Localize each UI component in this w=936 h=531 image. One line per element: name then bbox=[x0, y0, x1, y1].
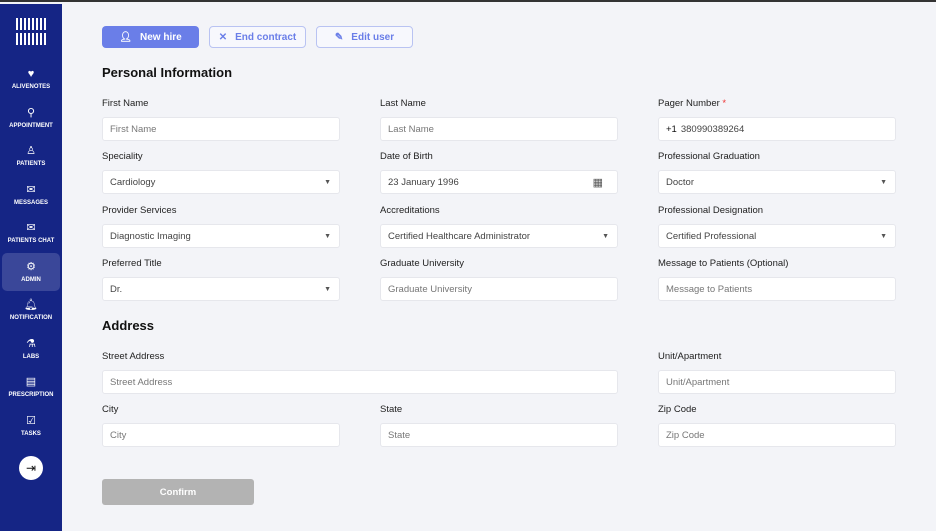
unit-label: Unit/Apartment bbox=[658, 351, 722, 362]
zip-input[interactable]: Zip Code bbox=[658, 423, 896, 447]
graduation-label: Professional Graduation bbox=[658, 151, 760, 162]
sidebar-item-appointment[interactable]: ⚲ APPOINTMENT bbox=[2, 99, 60, 137]
designation-select[interactable]: Certified Professional ▼ bbox=[658, 224, 896, 248]
sidebar-item-label: LABS bbox=[22, 353, 40, 360]
chevron-down-icon: ▼ bbox=[880, 232, 887, 240]
speciality-select[interactable]: Cardiology ▼ bbox=[102, 170, 340, 194]
sidebar-item-label: ADMIN bbox=[21, 276, 41, 283]
logout-button[interactable]: ⇥ bbox=[19, 456, 43, 480]
university-input[interactable]: Graduate University bbox=[380, 277, 618, 301]
chevron-down-icon: ▼ bbox=[602, 232, 609, 240]
city-input[interactable]: City bbox=[102, 423, 340, 447]
unit-input[interactable]: Unit/Apartment bbox=[658, 370, 896, 394]
speciality-label: Speciality bbox=[102, 151, 143, 162]
chevron-down-icon: ▼ bbox=[324, 285, 331, 293]
user-search-icon: 👤︎ bbox=[119, 31, 132, 43]
end-contract-label: End contract bbox=[235, 31, 297, 43]
sidebar-item-prescription[interactable]: ▤ PRESCRIPTION bbox=[2, 368, 60, 406]
sidebar-item-patients-chat[interactable]: ✉ PATIENTS CHAT bbox=[2, 214, 60, 252]
pager-number-input[interactable]: +1 380990389264 bbox=[658, 117, 896, 141]
sidebar-item-notification[interactable]: 🔔︎ NOTIFICATION bbox=[2, 291, 60, 329]
sidebar: ♥ ALIVENOTES ⚲ APPOINTMENT ♙ PATIENTS ✉ MESSAGE… bbox=[0, 4, 62, 531]
app-logo[interactable] bbox=[16, 18, 46, 48]
dob-label: Date of Birth bbox=[380, 151, 433, 162]
mail-icon: ✉ bbox=[26, 183, 36, 196]
close-icon: ✕ bbox=[218, 31, 228, 43]
first-name-label: First Name bbox=[102, 98, 149, 109]
university-label: Graduate University bbox=[380, 258, 464, 269]
patients-icon: ♙ bbox=[26, 145, 36, 157]
zip-label: Zip Code bbox=[658, 404, 697, 415]
country-code[interactable]: +1 bbox=[666, 123, 677, 135]
edit-icon: ✎ bbox=[334, 31, 344, 43]
end-contract-button[interactable]: ✕ End contract bbox=[209, 26, 306, 48]
heart-icon: ♥ bbox=[27, 68, 35, 80]
sidebar-item-label: ALIVENOTES bbox=[11, 84, 51, 90]
personal-information-title: Personal Information bbox=[102, 65, 233, 80]
services-select[interactable]: Diagnostic Imaging ▼ bbox=[102, 224, 340, 248]
sidebar-item-patients[interactable]: ♙ PATIENTS bbox=[2, 137, 60, 175]
message-label: Message to Patients (Optional) bbox=[658, 258, 789, 269]
pager-number-label: Pager Number * bbox=[658, 98, 727, 109]
sidebar-item-tasks[interactable]: ☑ TASKS bbox=[2, 407, 60, 445]
state-label: State bbox=[380, 404, 403, 415]
sidebar-item-label: PATIENTS CHAT bbox=[7, 238, 55, 244]
graduation-select[interactable]: Doctor ▼ bbox=[658, 170, 896, 194]
sidebar-item-admin[interactable]: ⚙ ADMIN bbox=[2, 252, 60, 291]
logout-icon: ⇥ bbox=[25, 461, 37, 475]
appointment-icon: ⚲ bbox=[26, 106, 36, 119]
preferred-title-label: Preferred Title bbox=[102, 258, 162, 269]
sidebar-item-label: MESSAGES bbox=[13, 199, 48, 206]
chevron-down-icon: ▼ bbox=[880, 178, 887, 186]
chevron-down-icon: ▼ bbox=[324, 232, 331, 240]
calendar-check-icon: ☑ bbox=[26, 414, 36, 427]
confirm-button[interactable]: Confirm bbox=[102, 479, 254, 505]
sidebar-item-label: PATIENTS bbox=[16, 161, 46, 167]
new-hire-button[interactable]: 👤︎ New hire bbox=[102, 26, 199, 48]
street-label: Street Address bbox=[102, 351, 165, 362]
message-input[interactable]: Message to Patients bbox=[658, 277, 896, 301]
new-hire-label: New hire bbox=[140, 31, 182, 43]
sidebar-item-alivenotes[interactable]: ♥ ALIVENOTES bbox=[2, 60, 60, 98]
edit-user-button[interactable]: ✎ Edit user bbox=[316, 26, 413, 48]
accreditations-select[interactable]: Certified Healthcare Administrator ▼ bbox=[380, 224, 618, 248]
last-name-input[interactable]: Last Name bbox=[380, 117, 618, 141]
dob-input[interactable]: 23 January 1996 ▦ bbox=[380, 170, 618, 194]
preferred-title-select[interactable]: Dr. ▼ bbox=[102, 277, 340, 301]
last-name-label: Last Name bbox=[380, 98, 426, 109]
address-title: Address bbox=[102, 318, 155, 333]
calendar-icon: ▦ bbox=[592, 176, 603, 189]
chat-mail-icon: ✉ bbox=[26, 222, 36, 234]
sidebar-item-label: TASKS bbox=[21, 430, 41, 437]
chevron-down-icon: ▼ bbox=[324, 178, 331, 186]
sidebar-item-labs[interactable]: ⚗ LABS bbox=[2, 330, 60, 368]
city-label: City bbox=[102, 404, 119, 415]
services-label: Provider Services bbox=[102, 205, 177, 216]
first-name-input[interactable]: First Name bbox=[102, 117, 340, 141]
sidebar-item-messages[interactable]: ✉ MESSAGES bbox=[2, 176, 60, 214]
sidebar-item-label: PRESCRIPTION bbox=[8, 392, 54, 398]
bell-icon: 🔔︎ bbox=[24, 299, 38, 311]
gear-icon: ⚙ bbox=[26, 260, 36, 273]
state-input[interactable]: State bbox=[380, 423, 618, 447]
edit-user-label: Edit user bbox=[351, 31, 395, 43]
sidebar-item-label: APPOINTMENT bbox=[9, 122, 53, 129]
designation-label: Professional Designation bbox=[658, 205, 764, 216]
pager-value: 380990389264 bbox=[680, 123, 745, 135]
prescription-icon: ▤ bbox=[25, 376, 37, 388]
accreditations-label: Accreditations bbox=[380, 205, 440, 216]
street-input[interactable]: Street Address bbox=[102, 370, 618, 394]
flask-icon: ⚗ bbox=[26, 337, 36, 350]
sidebar-item-label: NOTIFICATION bbox=[9, 315, 53, 321]
